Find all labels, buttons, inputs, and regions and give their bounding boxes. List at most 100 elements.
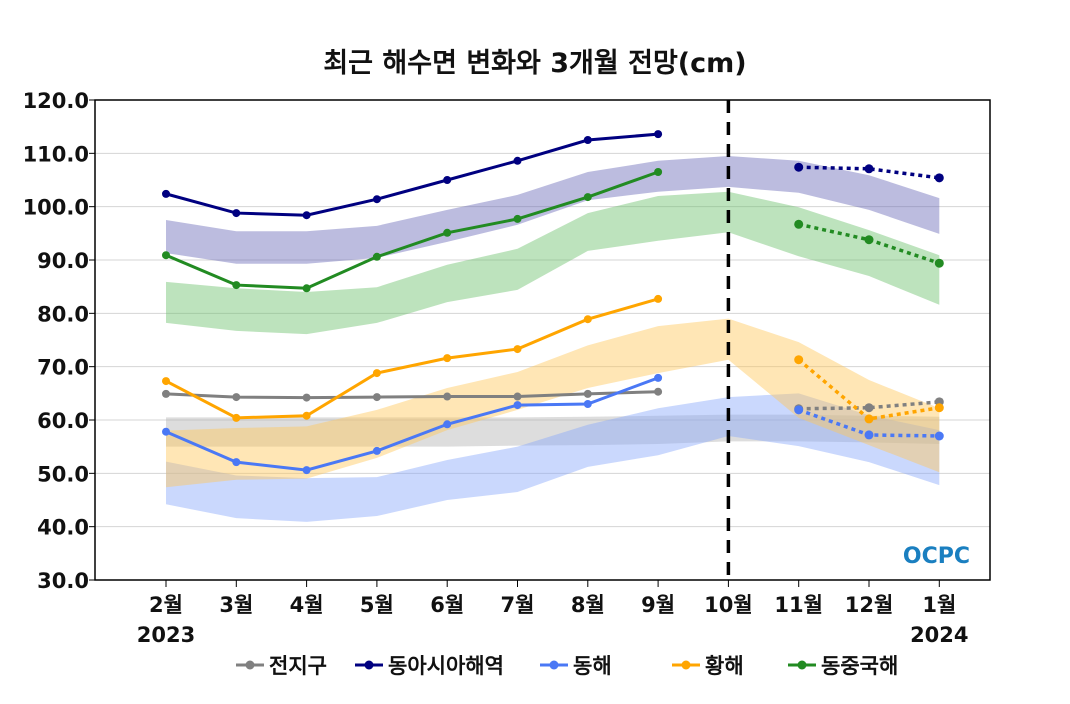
observed-point bbox=[162, 427, 170, 436]
year-end-label: 2024 bbox=[910, 623, 968, 647]
observed-point bbox=[443, 228, 452, 237]
band-4 bbox=[166, 191, 940, 335]
observed-point bbox=[372, 393, 381, 402]
plot-frame bbox=[94, 99, 991, 581]
observed-point bbox=[654, 168, 663, 176]
observed-point bbox=[232, 209, 241, 218]
legend-marker bbox=[797, 660, 807, 670]
forecast-point bbox=[864, 164, 874, 174]
band-3 bbox=[166, 318, 940, 488]
observed-point bbox=[443, 176, 452, 184]
legend-marker bbox=[681, 660, 691, 670]
y-tick-label: 70.0 bbox=[37, 356, 89, 380]
legend-item-0: 전지구 bbox=[236, 654, 327, 678]
legend-item-3: 황해 bbox=[672, 654, 744, 678]
observed-point bbox=[654, 130, 663, 139]
observed-point bbox=[513, 392, 522, 401]
legend-item-1: 동아시아해역 bbox=[355, 654, 504, 678]
observed-point bbox=[372, 252, 381, 261]
y-tick-label: 110.0 bbox=[23, 142, 89, 166]
observed-point bbox=[372, 369, 381, 378]
observed-point bbox=[443, 392, 452, 401]
observed-point bbox=[372, 446, 381, 455]
x-tick-label: 1월 bbox=[922, 593, 956, 617]
observed-point bbox=[443, 420, 452, 429]
band-1 bbox=[166, 156, 940, 264]
chart-title: 최근 해수면 변화와 3개월 전망(cm) bbox=[323, 48, 746, 79]
observed-point bbox=[443, 354, 452, 363]
forecast-point bbox=[934, 173, 944, 183]
x-tick-label: 6월 bbox=[430, 593, 464, 617]
x-tick-label: 3월 bbox=[219, 593, 253, 617]
forecast-point bbox=[864, 414, 874, 424]
observed-line-4 bbox=[165, 170, 659, 290]
forecast-point bbox=[794, 405, 804, 415]
x-tick-label: 11월 bbox=[774, 593, 823, 617]
forecast-point bbox=[864, 235, 874, 245]
observed-point bbox=[232, 413, 241, 422]
observed-point bbox=[513, 214, 522, 223]
observed-point bbox=[583, 136, 592, 144]
y-tick-label: 30.0 bbox=[37, 569, 89, 593]
legend-marker bbox=[245, 660, 255, 670]
y-tick-label: 100.0 bbox=[23, 196, 89, 220]
observed-point bbox=[583, 400, 592, 408]
observed-point bbox=[654, 373, 663, 382]
observed-point bbox=[302, 466, 311, 475]
observed-point bbox=[232, 393, 241, 402]
observed-point bbox=[232, 458, 241, 467]
x-tick-label: 4월 bbox=[290, 593, 324, 617]
x-tick-label: 7월 bbox=[501, 593, 535, 617]
forecast-point bbox=[864, 403, 874, 413]
x-tick-label: 10월 bbox=[704, 593, 753, 617]
observed-point bbox=[232, 281, 241, 290]
legend-label: 동해 bbox=[573, 654, 612, 678]
observed-line-1 bbox=[165, 132, 659, 217]
observed-point bbox=[162, 389, 170, 398]
observed-point bbox=[302, 284, 311, 293]
forecast-point bbox=[934, 403, 944, 413]
year-start-label: 2023 bbox=[137, 623, 195, 647]
forecast-line-4 bbox=[798, 222, 940, 265]
forecast-point bbox=[934, 258, 944, 268]
legend-label: 전지구 bbox=[269, 654, 327, 678]
legend-marker bbox=[549, 660, 559, 670]
forecast-point bbox=[864, 430, 874, 440]
observed-point bbox=[583, 315, 592, 324]
y-tick-label: 90.0 bbox=[37, 249, 89, 273]
observed-line-3 bbox=[165, 297, 659, 420]
observed-line-2 bbox=[165, 376, 659, 472]
observed-point bbox=[302, 411, 311, 420]
observed-point bbox=[583, 193, 592, 202]
forecast-point bbox=[934, 431, 944, 441]
observed-point bbox=[372, 195, 381, 204]
forecast-point bbox=[794, 355, 804, 365]
x-tick-label: 5월 bbox=[360, 593, 394, 617]
legend-item-2: 동해 bbox=[540, 654, 612, 678]
observed-point bbox=[513, 401, 522, 410]
y-tick-label: 120.0 bbox=[23, 89, 89, 113]
observed-point bbox=[513, 345, 522, 354]
x-tick-label: 8월 bbox=[571, 593, 605, 617]
observed-point bbox=[162, 189, 170, 198]
band-2 bbox=[166, 393, 940, 522]
observed-point bbox=[302, 211, 311, 220]
legend-label: 동중국해 bbox=[821, 654, 898, 678]
y-tick-label: 40.0 bbox=[37, 516, 89, 540]
legend-label: 황해 bbox=[705, 654, 744, 678]
y-tick-label: 60.0 bbox=[37, 409, 89, 433]
observed-point bbox=[654, 387, 663, 396]
observed-point bbox=[513, 156, 522, 165]
legend-item-4: 동중국해 bbox=[788, 654, 898, 678]
forecast-point bbox=[794, 219, 804, 229]
observed-point bbox=[162, 251, 170, 260]
legend-label: 동아시아해역 bbox=[388, 654, 504, 678]
x-tick-label: 2월 bbox=[149, 593, 183, 617]
observed-point bbox=[162, 377, 170, 386]
forecast-point bbox=[794, 162, 804, 172]
x-tick-label: 9월 bbox=[641, 593, 675, 617]
legend-marker bbox=[364, 660, 374, 670]
observed-point bbox=[654, 294, 663, 303]
